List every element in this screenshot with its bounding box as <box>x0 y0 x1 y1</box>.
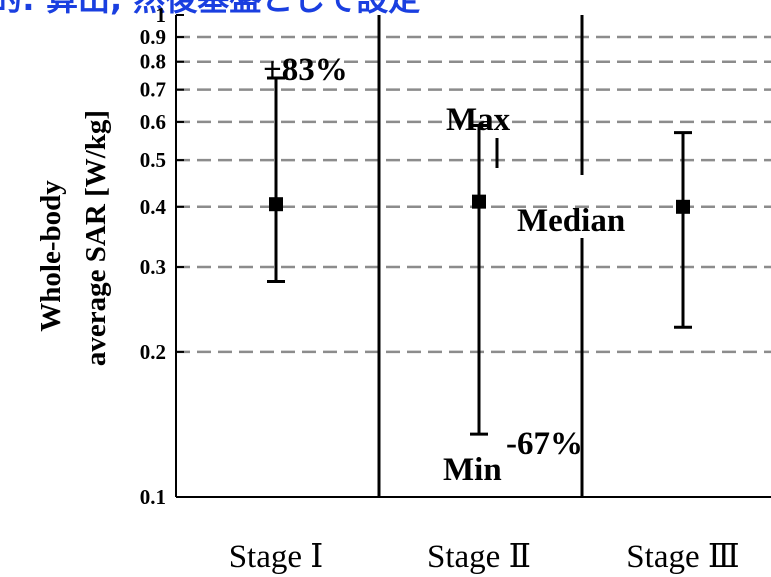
median-marker-2 <box>472 194 486 209</box>
errorbar-2 <box>470 123 488 436</box>
x-label-stage-2: Stage Ⅱ <box>427 539 531 575</box>
annotation-plus83: +83% <box>263 52 348 88</box>
y-tick-label-1: 1 <box>156 3 167 27</box>
y-tick-label-0-2: 0.2 <box>140 340 166 364</box>
annotation-max: Max <box>446 102 511 138</box>
y-tick-label-0-9: 0.9 <box>140 25 166 49</box>
y-tick-label-0-1: 0.1 <box>140 485 166 509</box>
errorbar-1 <box>267 76 285 283</box>
x-label-stage-3: Stage Ⅲ <box>626 539 739 575</box>
y-tick-label-0-7: 0.7 <box>140 78 166 102</box>
grid-lines <box>176 35 771 498</box>
y-tick-label-0-3: 0.3 <box>140 255 166 279</box>
y-tick-label-0-4: 0.4 <box>140 195 167 219</box>
y-tick-label-0-5: 0.5 <box>140 148 166 172</box>
errorbar-3 <box>674 131 692 329</box>
y-tick-label-0-8: 0.8 <box>140 50 166 74</box>
annotation-minus67: -67% <box>506 426 583 462</box>
data-series <box>267 76 692 436</box>
y-tick-label-0-6: 0.6 <box>140 110 166 134</box>
median-marker-1 <box>269 197 283 212</box>
x-axis-labels: Stage Ⅰ Stage Ⅱ Stage Ⅲ <box>229 539 740 575</box>
median-marker-3 <box>676 199 690 214</box>
y-axis-label-line1: Whole-body <box>35 180 67 332</box>
y-axis-label-line2: average SAR [W/kg] <box>80 110 112 366</box>
y-axis-ticks: 0.1 0.2 0.3 0.4 0.5 0.6 0.7 0.80.91 <box>140 3 184 509</box>
annotation-median: Median <box>517 203 625 239</box>
annotation-min: Min <box>443 452 502 488</box>
header-title-fragment: 的: 算出, 然後基盤として設定 <box>0 0 420 18</box>
x-label-stage-1: Stage Ⅰ <box>229 539 324 575</box>
